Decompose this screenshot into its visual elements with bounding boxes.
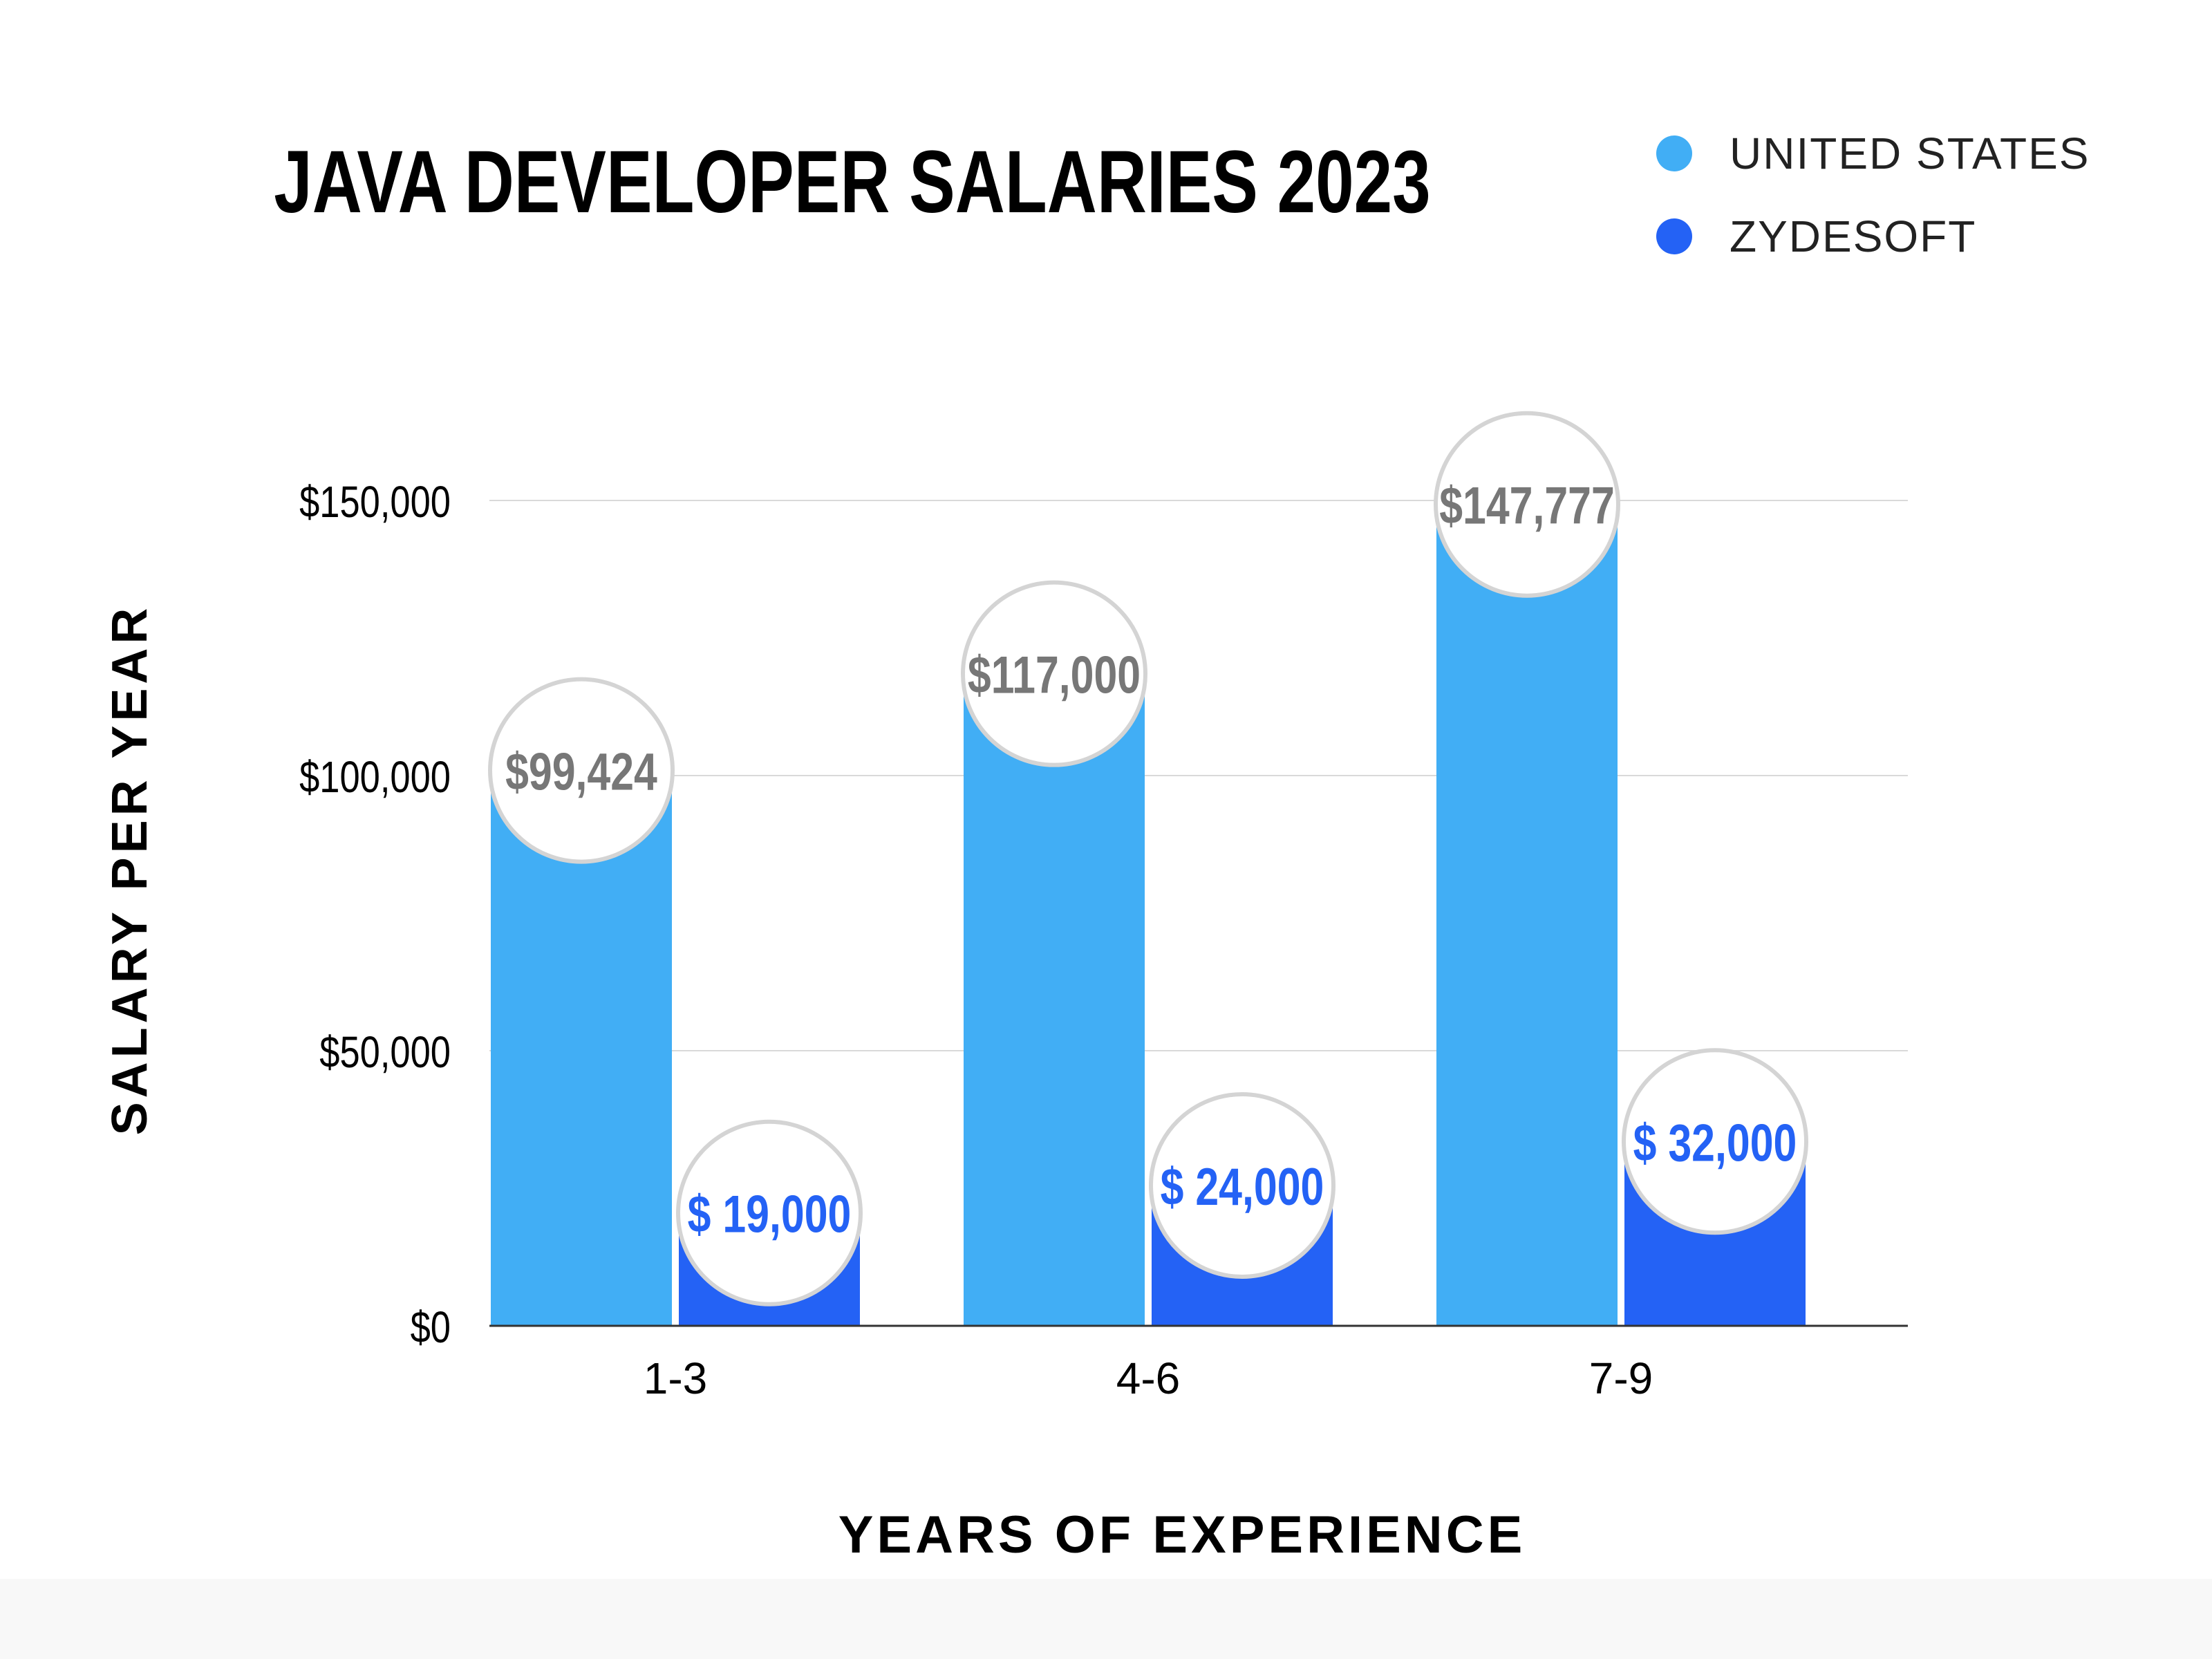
value-bubble [1149,1091,1335,1279]
value-bubble [961,580,1147,767]
data-label-united-states-4-6: $117,000 [968,646,1141,704]
x-tick-label: 4-6 [1116,1353,1181,1403]
y-axis-title: SALARY PER YEAR [102,604,158,1136]
footer-band [0,1579,2212,1659]
data-label-zydesoft-4-6: $ 24,000 [1161,1157,1324,1216]
data-label-zydesoft-7-9: $ 32,000 [1633,1114,1797,1172]
y-tick-label: $150,000 [299,478,451,527]
legend-label-zydesoft: ZYDESOFT [1730,212,1976,261]
legend-label-united-states: UNITED STATES [1730,129,2090,178]
value-bubble [1622,1048,1808,1235]
data-label-united-states-1-3: $99,424 [505,742,657,801]
y-tick-label: $0 [411,1303,451,1352]
x-tick-label: 1-3 [644,1353,708,1403]
value-bubble [488,677,675,864]
x-axis-title: YEARS OF EXPERIENCE [838,1506,1526,1564]
y-tick-label: $50,000 [319,1028,451,1077]
data-label-united-states-7-9: $147,777 [1439,476,1615,535]
x-tick-label: 7-9 [1589,1353,1653,1403]
bar-united-states-7-9 [1436,512,1618,1326]
bar-united-states-1-3 [491,778,672,1326]
chart-title: JAVA DEVELOPER SALARIES 2023 [274,133,1430,232]
bar-united-states-4-6 [964,682,1145,1326]
data-label-zydesoft-1-3: $ 19,000 [688,1185,852,1244]
y-tick-label: $100,000 [299,753,451,802]
legend-marker-zydesoft [1656,218,1692,254]
legend-marker-united-states [1656,135,1692,171]
value-bubble [1434,411,1620,598]
value-bubble [676,1119,863,1306]
